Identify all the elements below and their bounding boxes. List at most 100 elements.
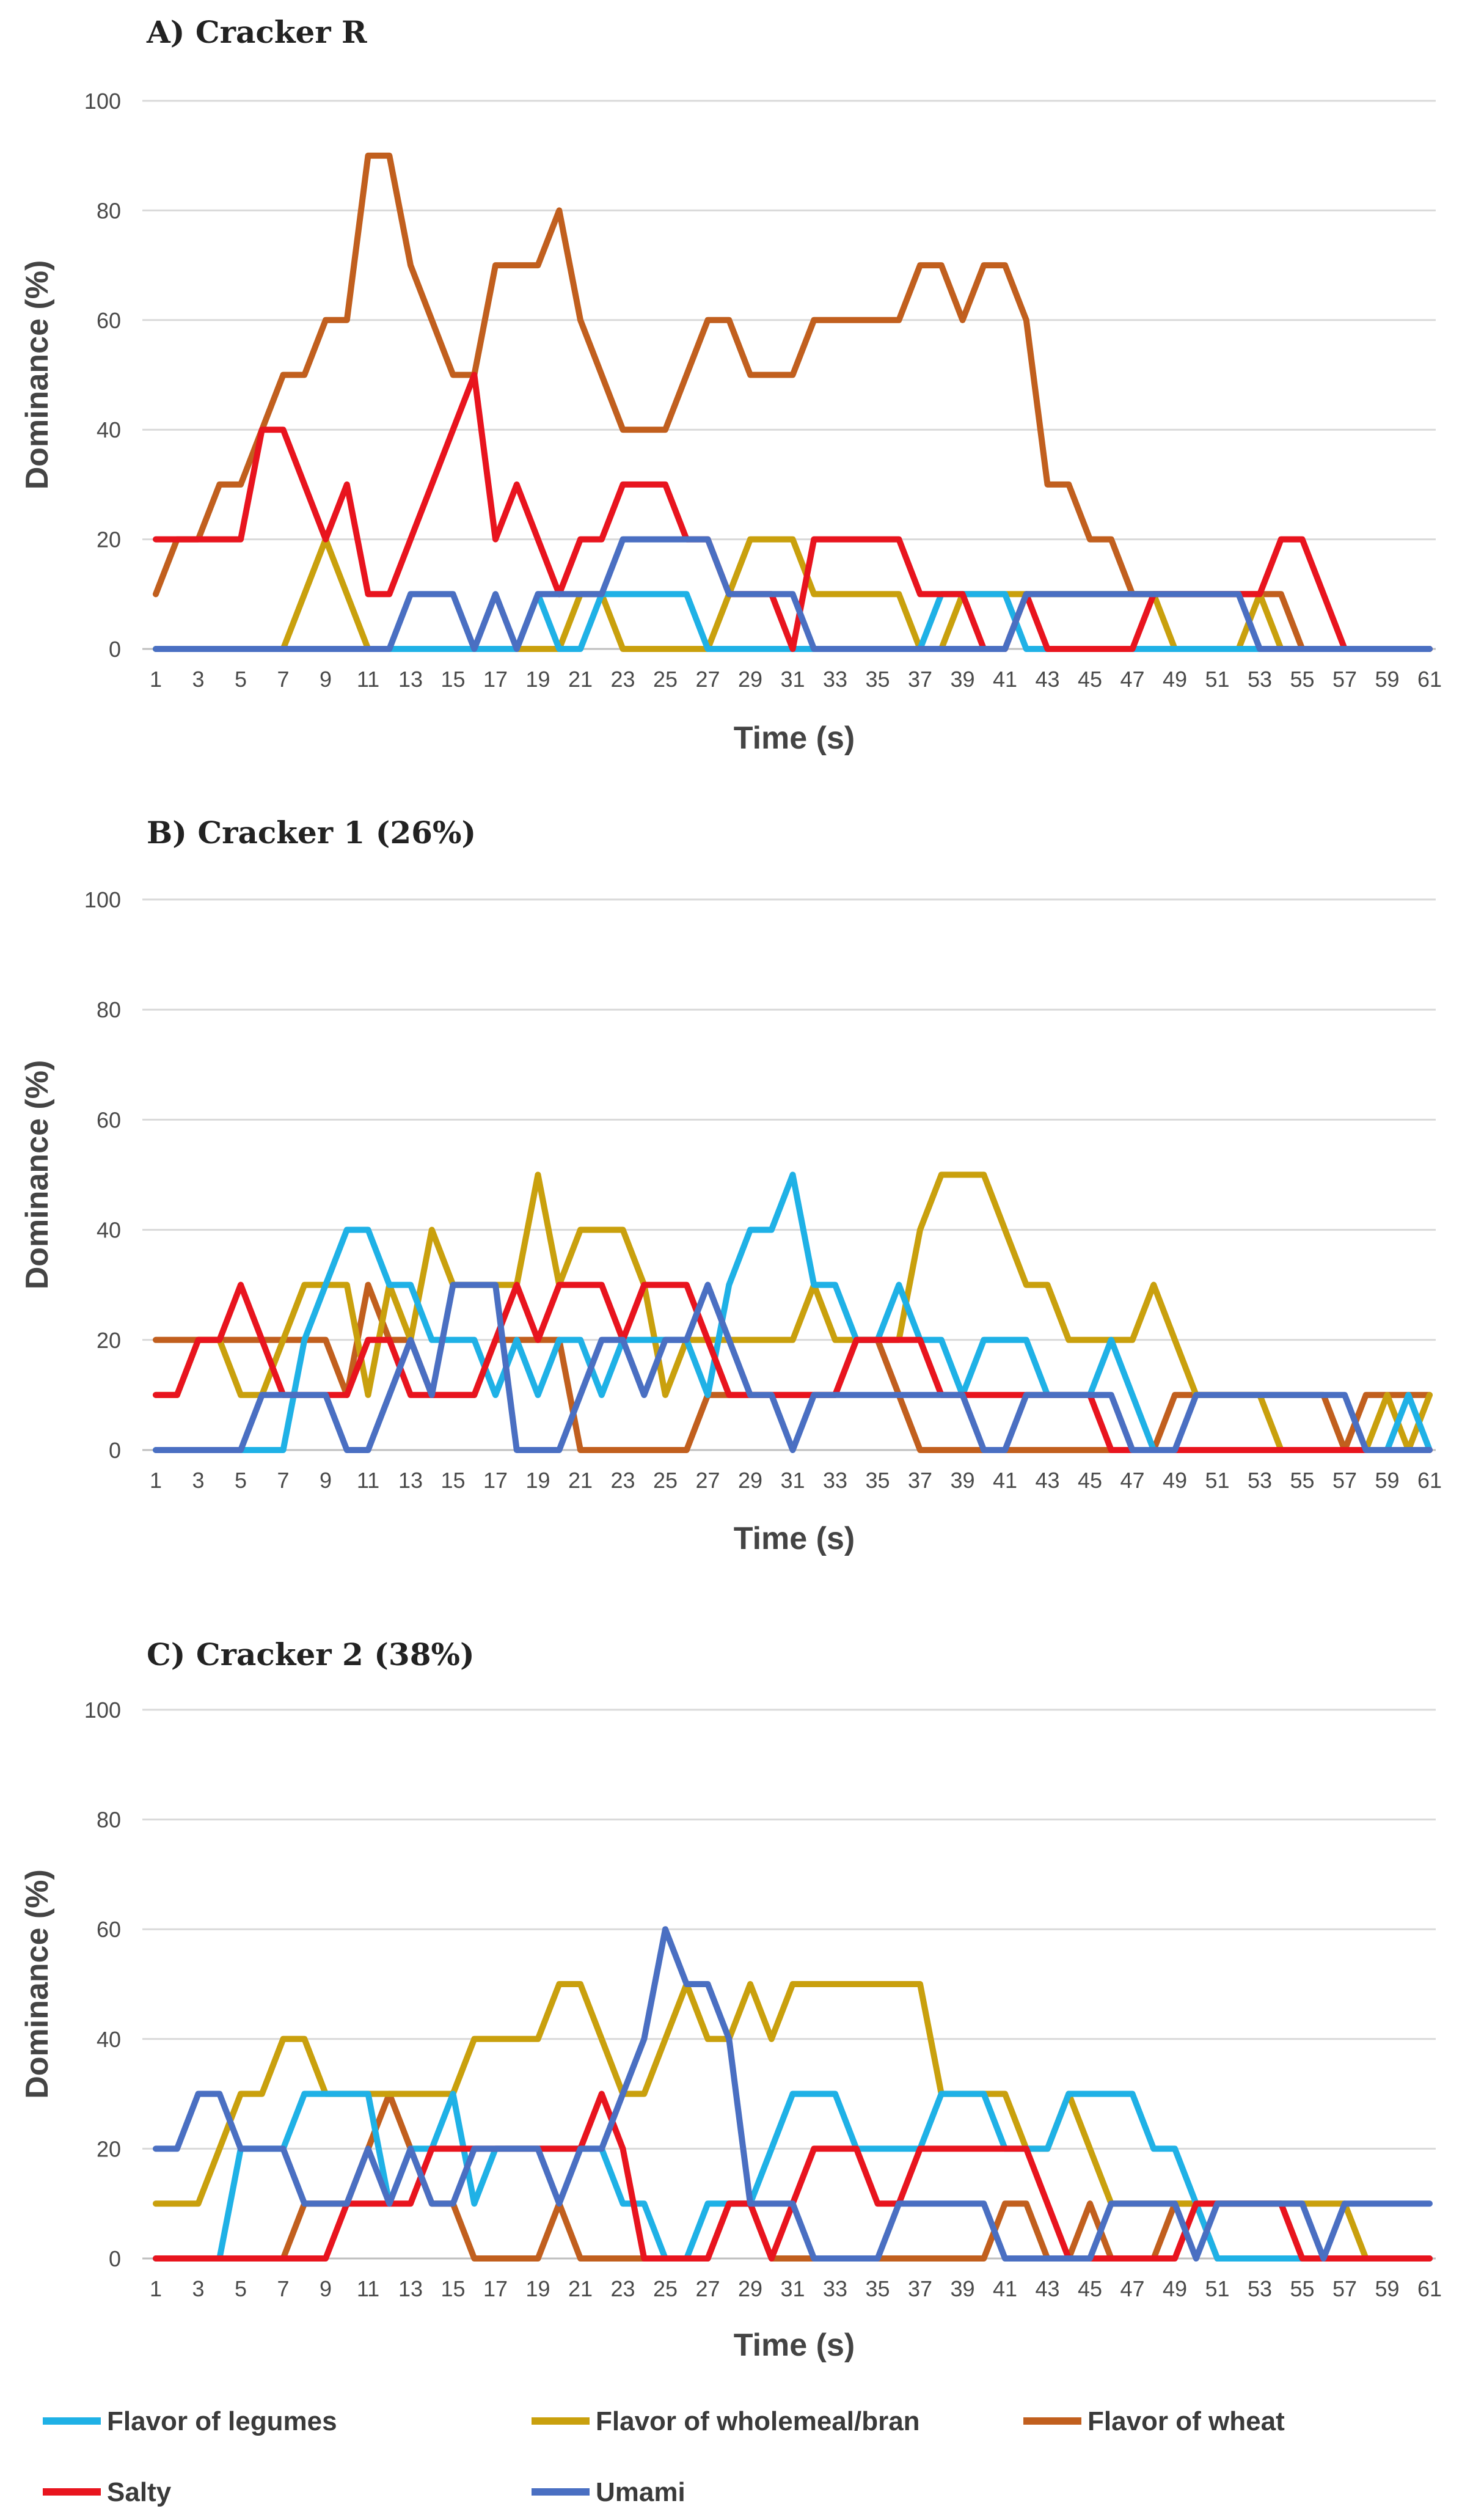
x-tick-label: 3	[192, 1468, 204, 1493]
x-tick-label: 57	[1332, 1468, 1357, 1493]
x-tick-label: 53	[1248, 667, 1272, 692]
x-tick-label: 47	[1120, 667, 1144, 692]
legend: Flavor of legumes Flavor of wholemeal/bra…	[43, 2406, 1285, 2507]
x-tick-label: 49	[1163, 1468, 1187, 1493]
x-tick-label: 13	[398, 2276, 423, 2301]
y-tick-label: 80	[97, 198, 121, 223]
x-axis-title: Time (s)	[734, 720, 855, 756]
x-tick-label: 25	[653, 667, 678, 692]
x-tick-label: 41	[993, 2276, 1017, 2301]
legend-label: Flavor of legumes	[107, 2406, 337, 2436]
x-tick-label: 59	[1375, 667, 1399, 692]
x-tick-label: 15	[440, 1468, 465, 1493]
x-tick-label: 41	[993, 667, 1017, 692]
series-line-legumes	[153, 2090, 1433, 2262]
y-tick-label: 0	[109, 1438, 121, 1463]
x-tick-label: 31	[780, 2276, 805, 2301]
x-tick-label: 21	[568, 2276, 593, 2301]
x-tick-label: 21	[568, 667, 593, 692]
x-tick-label: 17	[483, 1468, 508, 1493]
x-tick-label: 29	[738, 2276, 762, 2301]
x-tick-label: 5	[235, 2276, 247, 2301]
y-axis-title: Dominance (%)	[20, 1060, 55, 1290]
x-tick-label: 23	[610, 667, 635, 692]
series-line-salty	[153, 1281, 1433, 1453]
x-tick-label: 17	[483, 667, 508, 692]
x-tick-label: 49	[1163, 2276, 1187, 2301]
x-tick-label: 9	[320, 2276, 332, 2301]
x-tick-label: 31	[780, 1468, 805, 1493]
x-tick-label: 43	[1035, 1468, 1059, 1493]
x-tick-label: 61	[1417, 1468, 1442, 1493]
x-tick-label: 3	[192, 2276, 204, 2301]
x-tick-label: 35	[865, 2276, 890, 2301]
y-tick-label: 20	[97, 527, 121, 552]
y-tick-label: 100	[84, 89, 121, 114]
legend-item-legumes: Flavor of legumes	[43, 2406, 337, 2436]
x-tick-label: 51	[1205, 1468, 1229, 1493]
x-tick-label: 19	[525, 667, 550, 692]
y-tick-label: 40	[97, 417, 121, 442]
y-tick-label: 80	[97, 1808, 121, 1833]
chart-title: C) Cracker 2 (38%)	[147, 1636, 475, 1672]
x-tick-label: 51	[1205, 667, 1229, 692]
x-tick-label: 27	[695, 2276, 720, 2301]
x-tick-label: 21	[568, 1468, 593, 1493]
x-tick-label: 25	[653, 1468, 678, 1493]
y-tick-label: 0	[109, 637, 121, 662]
x-tick-label: 59	[1375, 2276, 1399, 2301]
y-axis-title: Dominance (%)	[20, 260, 55, 490]
x-tick-label: 11	[357, 1468, 379, 1493]
x-tick-label: 47	[1120, 1468, 1144, 1493]
series-line-wholemeal	[153, 1981, 1433, 2262]
series-line-legumes	[153, 1171, 1433, 1453]
y-tick-label: 20	[97, 2136, 121, 2161]
x-tick-label: 29	[738, 1468, 762, 1493]
x-tick-label: 35	[865, 1468, 890, 1493]
y-tick-label: 0	[109, 2246, 121, 2271]
x-tick-label: 1	[150, 1468, 162, 1493]
x-tick-label: 53	[1248, 1468, 1272, 1493]
x-axis-title: Time (s)	[734, 1521, 855, 1556]
x-tick-label: 51	[1205, 2276, 1229, 2301]
x-tick-label: 7	[277, 1468, 289, 1493]
y-tick-label: 20	[97, 1328, 121, 1353]
x-tick-label: 27	[695, 667, 720, 692]
x-tick-label: 15	[440, 2276, 465, 2301]
x-tick-label: 29	[738, 667, 762, 692]
y-tick-label: 100	[84, 1698, 121, 1723]
series-line-umami	[153, 1281, 1433, 1453]
x-tick-label: 1	[150, 2276, 162, 2301]
x-tick-label: 43	[1035, 667, 1059, 692]
x-tick-label: 23	[610, 1468, 635, 1493]
x-tick-label: 27	[695, 1468, 720, 1493]
series-line-wholemeal	[153, 1171, 1433, 1453]
series-line-umami	[153, 536, 1433, 652]
x-tick-label: 31	[780, 667, 805, 692]
x-tick-label: 17	[483, 2276, 508, 2301]
x-tick-label: 45	[1078, 2276, 1102, 2301]
x-tick-label: 49	[1163, 667, 1187, 692]
x-tick-label: 25	[653, 2276, 678, 2301]
x-tick-label: 55	[1290, 1468, 1314, 1493]
x-tick-label: 37	[908, 1468, 932, 1493]
x-tick-label: 13	[398, 667, 423, 692]
x-tick-label: 33	[823, 667, 847, 692]
x-tick-label: 59	[1375, 1468, 1399, 1493]
x-tick-label: 37	[908, 667, 932, 692]
x-tick-label: 55	[1290, 667, 1314, 692]
x-tick-label: 19	[525, 2276, 550, 2301]
legend-item-salty: Salty	[43, 2477, 172, 2507]
x-axis-title: Time (s)	[734, 2328, 855, 2363]
legend-label: Umami	[596, 2477, 685, 2507]
x-tick-label: 13	[398, 1468, 423, 1493]
y-tick-label: 60	[97, 1107, 121, 1132]
legend-item-wholemeal: Flavor of wholemeal/bran	[532, 2406, 920, 2436]
series-line-umami	[153, 1926, 1433, 2262]
legend-item-umami: Umami	[532, 2477, 685, 2507]
x-tick-label: 33	[823, 1468, 847, 1493]
series-line-wheat	[153, 1281, 1433, 1453]
x-tick-label: 5	[235, 667, 247, 692]
